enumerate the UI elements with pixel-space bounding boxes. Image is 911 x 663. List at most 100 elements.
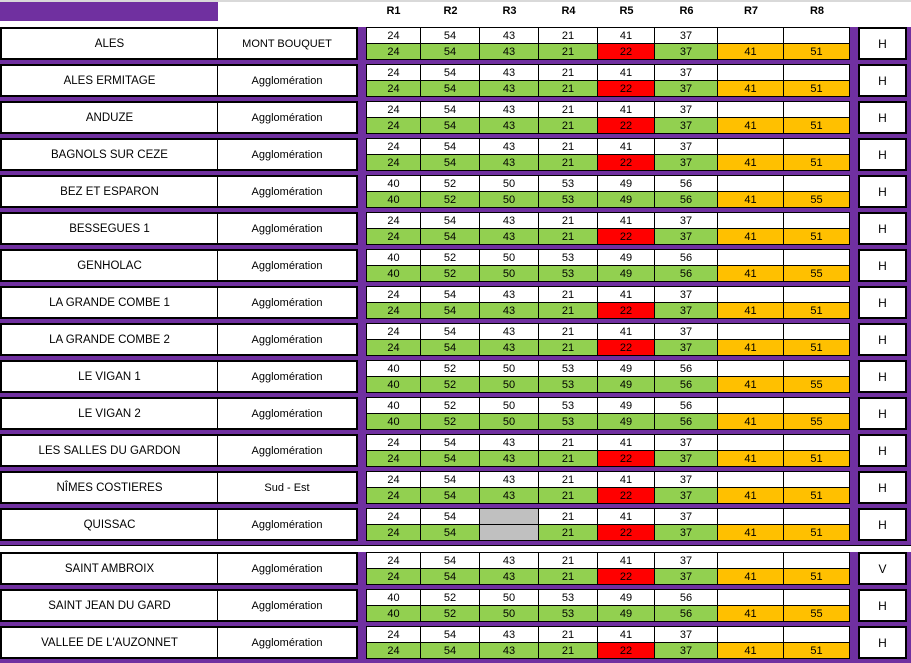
channel-bottom-cell-r5[interactable]: 22 <box>598 642 655 659</box>
channel-bottom-cell-r7[interactable]: 41 <box>718 642 784 659</box>
channel-top-cell-r4[interactable]: 21 <box>539 212 598 228</box>
channel-top-cell-r3[interactable]: 43 <box>480 471 539 487</box>
polarization-cell[interactable]: H <box>858 323 907 356</box>
channel-bottom-cell-r6[interactable]: 56 <box>655 376 718 393</box>
location-cell[interactable]: NÎMES COSTIERES <box>0 471 218 504</box>
channel-top-cell-r6[interactable]: 37 <box>655 552 718 568</box>
channel-bottom-cell-r7[interactable]: 41 <box>718 487 784 504</box>
channel-bottom-cell-r3[interactable]: 50 <box>480 413 539 430</box>
channel-bottom-cell-r2[interactable]: 54 <box>421 568 480 585</box>
channel-bottom-cell-r3[interactable]: 43 <box>480 302 539 319</box>
channel-top-cell-r6[interactable]: 37 <box>655 101 718 117</box>
channel-top-cell-r8[interactable] <box>784 64 850 80</box>
channel-bottom-cell-r6[interactable]: 56 <box>655 265 718 282</box>
channel-top-cell-r3[interactable]: 43 <box>480 27 539 43</box>
polarization-cell[interactable]: H <box>858 397 907 430</box>
channel-bottom-cell-r4[interactable]: 21 <box>539 302 598 319</box>
channel-bottom-cell-r4[interactable]: 21 <box>539 450 598 467</box>
channel-bottom-cell-r1[interactable]: 40 <box>366 265 421 282</box>
location-cell[interactable]: SAINT AMBROIX <box>0 552 218 585</box>
location-cell[interactable]: BEZ ET ESPARON <box>0 175 218 208</box>
location-cell[interactable]: LE VIGAN 2 <box>0 397 218 430</box>
channel-bottom-cell-r2[interactable]: 52 <box>421 191 480 208</box>
channel-top-cell-r3[interactable]: 50 <box>480 175 539 191</box>
channel-top-cell-r3[interactable]: 43 <box>480 552 539 568</box>
channel-top-cell-r8[interactable] <box>784 323 850 339</box>
channel-bottom-cell-r7[interactable]: 41 <box>718 117 784 134</box>
channel-top-cell-r1[interactable]: 40 <box>366 175 421 191</box>
channel-bottom-cell-r5[interactable]: 49 <box>598 376 655 393</box>
channel-top-cell-r4[interactable]: 53 <box>539 397 598 413</box>
channel-bottom-cell-r1[interactable]: 24 <box>366 642 421 659</box>
channel-bottom-cell-r6[interactable]: 37 <box>655 302 718 319</box>
channel-bottom-cell-r5[interactable]: 22 <box>598 154 655 171</box>
polarization-cell[interactable]: H <box>858 64 907 97</box>
channel-top-cell-r5[interactable]: 41 <box>598 471 655 487</box>
channel-bottom-cell-r2[interactable]: 54 <box>421 80 480 97</box>
channel-bottom-cell-r6[interactable]: 37 <box>655 80 718 97</box>
channel-top-cell-r6[interactable]: 37 <box>655 471 718 487</box>
channel-bottom-cell-r4[interactable]: 53 <box>539 376 598 393</box>
channel-bottom-cell-r3[interactable]: 43 <box>480 487 539 504</box>
channel-top-cell-r6[interactable]: 37 <box>655 212 718 228</box>
channel-bottom-cell-r8[interactable]: 51 <box>784 487 850 504</box>
channel-top-cell-r8[interactable] <box>784 249 850 265</box>
channel-top-cell-r7[interactable] <box>718 138 784 154</box>
channel-bottom-cell-r5[interactable]: 22 <box>598 568 655 585</box>
location-cell[interactable]: BESSEGUES 1 <box>0 212 218 245</box>
channel-bottom-cell-r4[interactable]: 21 <box>539 117 598 134</box>
channel-bottom-cell-r2[interactable]: 52 <box>421 376 480 393</box>
channel-top-cell-r4[interactable]: 53 <box>539 589 598 605</box>
channel-top-cell-r7[interactable] <box>718 212 784 228</box>
channel-bottom-cell-r5[interactable]: 22 <box>598 228 655 245</box>
zone-cell[interactable]: Agglomération <box>218 286 358 319</box>
channel-bottom-cell-r7[interactable]: 41 <box>718 265 784 282</box>
channel-bottom-cell-r4[interactable]: 53 <box>539 191 598 208</box>
channel-bottom-cell-r5[interactable]: 22 <box>598 43 655 60</box>
channel-top-cell-r7[interactable] <box>718 471 784 487</box>
channel-top-cell-r5[interactable]: 41 <box>598 101 655 117</box>
channel-bottom-cell-r3[interactable]: 50 <box>480 191 539 208</box>
channel-bottom-cell-r6[interactable]: 37 <box>655 524 718 541</box>
channel-top-cell-r8[interactable] <box>784 589 850 605</box>
channel-bottom-cell-r1[interactable]: 40 <box>366 605 421 622</box>
channel-bottom-cell-r7[interactable]: 41 <box>718 524 784 541</box>
channel-top-cell-r1[interactable]: 24 <box>366 138 421 154</box>
zone-cell[interactable]: Agglomération <box>218 101 358 134</box>
channel-top-cell-r8[interactable] <box>784 434 850 450</box>
channel-bottom-cell-r7[interactable]: 41 <box>718 191 784 208</box>
channel-top-cell-r5[interactable]: 41 <box>598 434 655 450</box>
channel-top-cell-r8[interactable] <box>784 508 850 524</box>
channel-top-cell-r4[interactable]: 21 <box>539 27 598 43</box>
channel-top-cell-r4[interactable]: 21 <box>539 626 598 642</box>
channel-bottom-cell-r6[interactable]: 56 <box>655 413 718 430</box>
channel-bottom-cell-r8[interactable]: 51 <box>784 524 850 541</box>
channel-top-cell-r7[interactable] <box>718 589 784 605</box>
channel-bottom-cell-r6[interactable]: 37 <box>655 487 718 504</box>
channel-bottom-cell-r8[interactable]: 51 <box>784 450 850 467</box>
channel-top-cell-r6[interactable]: 37 <box>655 626 718 642</box>
zone-cell[interactable]: Agglomération <box>218 434 358 467</box>
channel-top-cell-r4[interactable]: 21 <box>539 138 598 154</box>
channel-top-cell-r4[interactable]: 21 <box>539 434 598 450</box>
channel-bottom-cell-r7[interactable]: 41 <box>718 302 784 319</box>
channel-bottom-cell-r3[interactable]: 43 <box>480 642 539 659</box>
channel-bottom-cell-r5[interactable]: 22 <box>598 487 655 504</box>
channel-bottom-cell-r2[interactable]: 52 <box>421 413 480 430</box>
channel-top-cell-r8[interactable] <box>784 552 850 568</box>
polarization-cell[interactable]: H <box>858 286 907 319</box>
channel-bottom-cell-r5[interactable]: 22 <box>598 524 655 541</box>
channel-bottom-cell-r5[interactable]: 22 <box>598 302 655 319</box>
channel-bottom-cell-r6[interactable]: 37 <box>655 43 718 60</box>
channel-bottom-cell-r4[interactable]: 21 <box>539 154 598 171</box>
channel-top-cell-r5[interactable]: 49 <box>598 360 655 376</box>
channel-top-cell-r2[interactable]: 54 <box>421 323 480 339</box>
channel-bottom-cell-r5[interactable]: 22 <box>598 117 655 134</box>
channel-bottom-cell-r7[interactable]: 41 <box>718 154 784 171</box>
channel-bottom-cell-r2[interactable]: 54 <box>421 450 480 467</box>
channel-bottom-cell-r8[interactable]: 51 <box>784 80 850 97</box>
channel-bottom-cell-r6[interactable]: 37 <box>655 450 718 467</box>
channel-bottom-cell-r8[interactable]: 55 <box>784 413 850 430</box>
channel-bottom-cell-r3[interactable]: 50 <box>480 376 539 393</box>
channel-top-cell-r4[interactable]: 53 <box>539 249 598 265</box>
